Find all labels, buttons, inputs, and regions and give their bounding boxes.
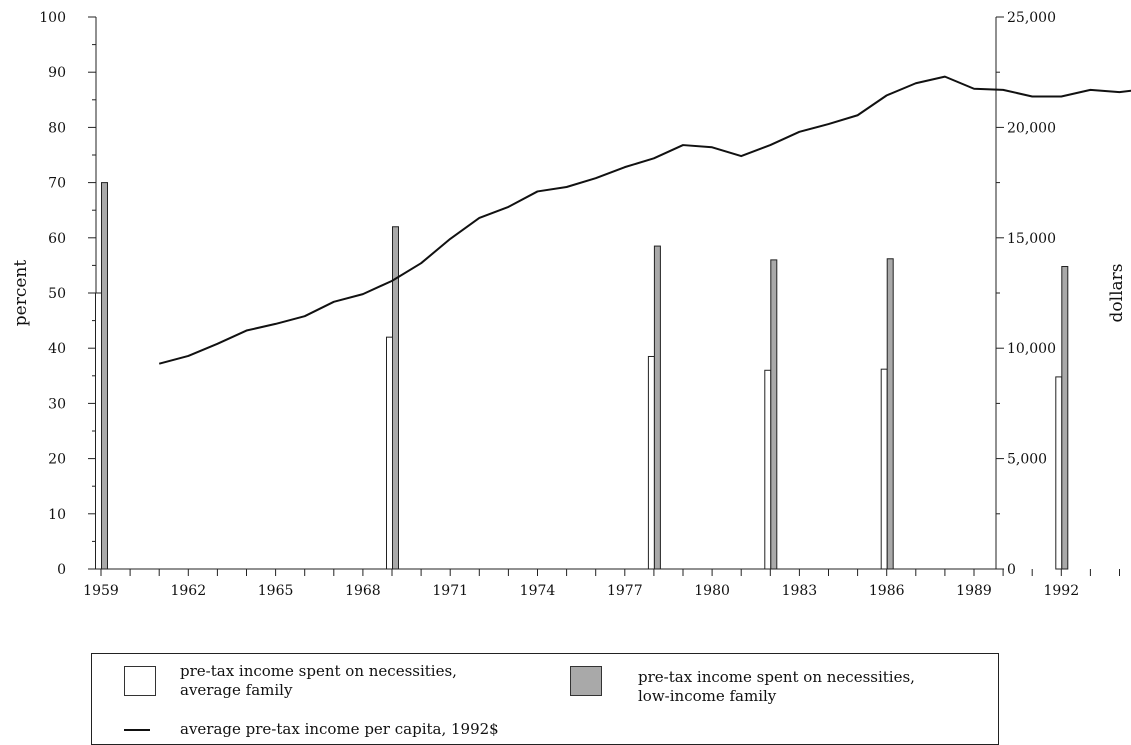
bar-low-income-family [771, 260, 777, 569]
left-tick-label: 50 [48, 286, 66, 302]
x-tick-label: 1974 [520, 583, 556, 599]
legend-label-low-income-family: pre-tax income spent on necessities, low… [638, 668, 938, 706]
right-tick-label: 15,000 [1007, 231, 1056, 247]
legend-swatch-low-income-family [570, 666, 602, 696]
x-tick-label: 1992 [1043, 583, 1079, 599]
bar-average-family [881, 369, 887, 569]
left-tick-label: 60 [48, 231, 66, 247]
bar-average-family [648, 356, 654, 569]
left-tick-label: 30 [48, 396, 66, 412]
chart-bars [96, 183, 1131, 569]
line-income-per-capita [159, 76, 1131, 364]
bar-average-family [96, 293, 102, 569]
x-tick-label: 1989 [956, 583, 992, 599]
right-tick-label: 10,000 [1007, 341, 1056, 357]
bar-average-family [1056, 377, 1062, 569]
bar-low-income-family [654, 246, 660, 569]
chart-legend: pre-tax income spent on necessities, ave… [91, 653, 999, 745]
bar-low-income-family [1062, 267, 1068, 569]
legend-swatch-average-family [124, 666, 156, 696]
legend-label-income-per-capita: average pre-tax income per capita, 1992$ [180, 720, 580, 739]
left-tick-label: 10 [48, 507, 66, 523]
legend-label-average-family: pre-tax income spent on necessities, ave… [180, 662, 480, 700]
x-tick-label: 1968 [345, 583, 381, 599]
right-tick-label: 20,000 [1007, 120, 1056, 136]
right-tick-label: 25,000 [1007, 10, 1056, 26]
right-tick-label: 5,000 [1007, 452, 1047, 468]
right-axis-title: dollars [1107, 264, 1127, 323]
left-tick-label: 0 [57, 562, 66, 578]
chart-axes [88, 17, 1131, 576]
legend-line-sample [124, 729, 150, 731]
left-tick-label: 100 [39, 10, 66, 26]
left-tick-label: 80 [48, 120, 66, 136]
chart: 0 10 20 30 40 50 60 70 80 90 100 0 5,000 10,000 15,000… [0, 0, 1131, 650]
x-tick-label: 1962 [170, 583, 206, 599]
x-tick-label: 1959 [83, 583, 119, 599]
left-tick-label: 70 [48, 176, 66, 192]
left-tick-label: 20 [48, 452, 66, 468]
bar-low-income-family [102, 183, 108, 569]
chart-line [159, 76, 1131, 364]
right-tick-label: 0 [1007, 562, 1016, 578]
x-tick-label: 1986 [869, 583, 905, 599]
x-tick-label: 1983 [782, 583, 818, 599]
bar-average-family [765, 370, 771, 569]
bar-average-family [387, 337, 393, 569]
bar-low-income-family [887, 259, 893, 569]
x-tick-label: 1980 [694, 583, 730, 599]
chart-labels: 0 10 20 30 40 50 60 70 80 90 100 0 5,000 10,000 15,000… [11, 10, 1131, 599]
left-tick-label: 90 [48, 65, 66, 81]
x-tick-label: 1977 [607, 583, 643, 599]
left-tick-label: 40 [48, 341, 66, 357]
x-tick-label: 1965 [258, 583, 294, 599]
left-axis-title: percent [11, 260, 31, 327]
x-tick-label: 1971 [432, 583, 468, 599]
